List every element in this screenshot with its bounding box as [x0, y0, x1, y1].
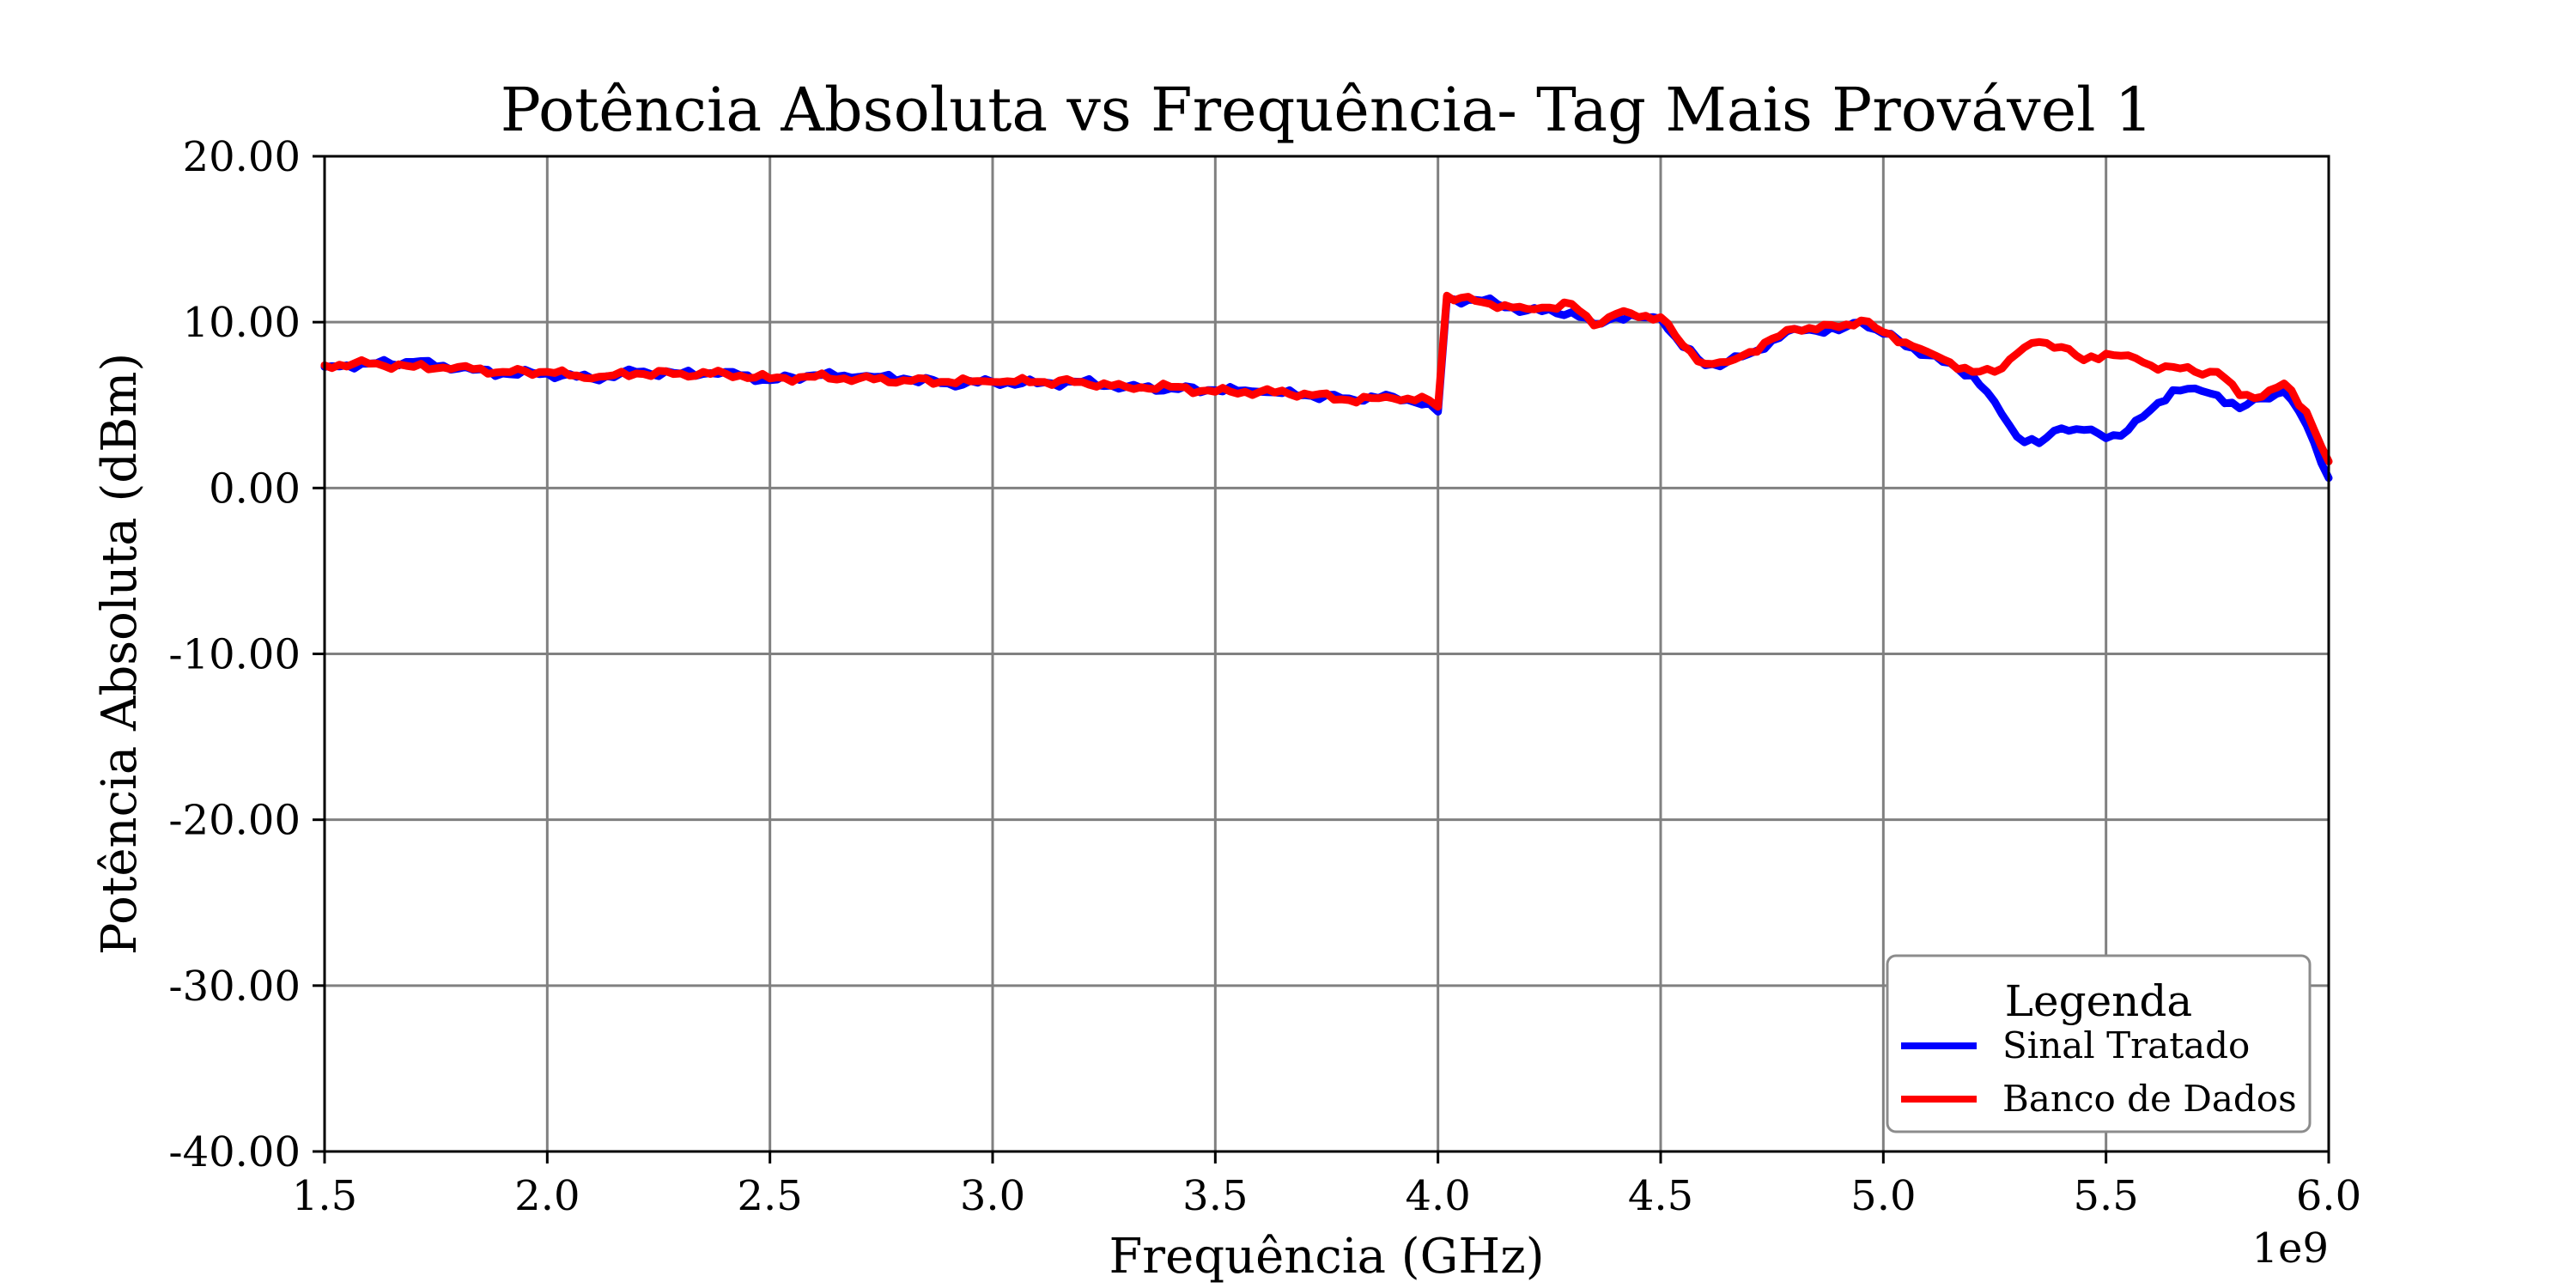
- x-tick-label: 2.0: [514, 1172, 580, 1220]
- x-tick-label: 5.0: [1850, 1172, 1916, 1220]
- x-tick-label: 1.5: [292, 1172, 357, 1220]
- y-tick-label: -20.00: [168, 797, 301, 845]
- y-tick-label: -30.00: [168, 963, 301, 1011]
- x-tick-label: 4.0: [1405, 1172, 1470, 1220]
- legend-label-banco-de-dados: Banco de Dados: [2002, 1078, 2297, 1120]
- x-tick-label: 5.5: [2073, 1172, 2138, 1220]
- series-line-banco-de-dados: [320, 291, 2333, 465]
- legend-title: Legenda: [2005, 976, 2192, 1026]
- legend-label-sinal-tratado: Sinal Tratado: [2002, 1024, 2250, 1066]
- y-tick-label: 0.00: [209, 465, 301, 513]
- x-tick-label: 4.5: [1628, 1172, 1693, 1220]
- x-tick-label: 3.0: [960, 1172, 1025, 1220]
- legend-box: [1886, 954, 2312, 1133]
- x-tick-label: 2.5: [737, 1172, 802, 1220]
- y-tick-label: -10.00: [168, 631, 301, 679]
- legend: Legenda Sinal Tratado Banco de Dados: [1886, 954, 2312, 1133]
- x-tick-label: 3.5: [1182, 1172, 1248, 1220]
- chart-title: Potência Absoluta vs Frequência- Tag Mai…: [501, 75, 2154, 145]
- x-axis-title: Frequência (GHz): [1109, 1229, 1544, 1285]
- y-tick-label: 10.00: [183, 299, 301, 347]
- series-layer: [320, 291, 2333, 483]
- x-axis-offset-label: 1e9: [2252, 1224, 2329, 1273]
- x-tick-label: 6.0: [2296, 1172, 2361, 1220]
- ticks: 1.5 2.0 2.5 3.0 3.5 4.0 4.5 5.0 5.5 6.0 20.00 10.00…: [168, 133, 2361, 1220]
- y-tick-label: -40.00: [168, 1128, 301, 1176]
- y-axis-title: Potência Absoluta (dBm): [92, 353, 148, 956]
- y-tick-label: 20.00: [183, 133, 301, 181]
